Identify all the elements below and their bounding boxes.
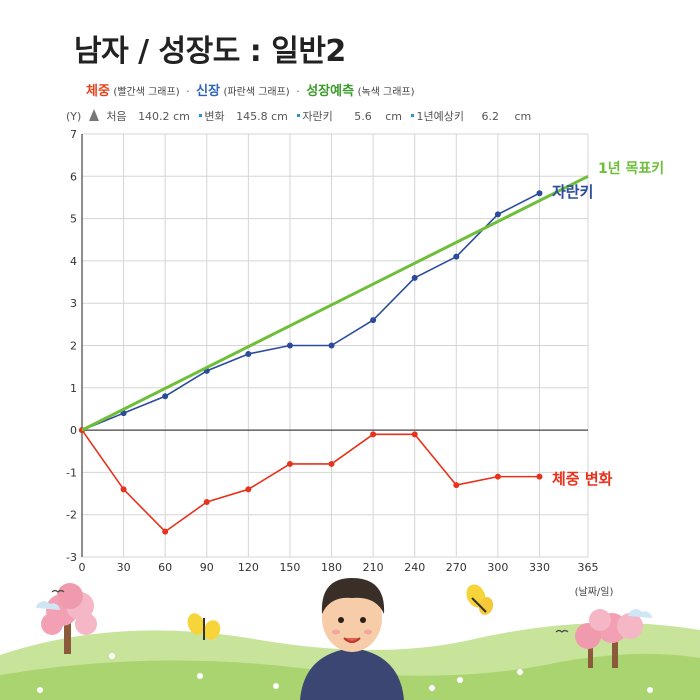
growth-label: 자란키: [302, 110, 333, 123]
up-arrow-icon: [88, 109, 99, 121]
bullet-icon: [297, 114, 301, 117]
data-point: [494, 473, 501, 480]
series-label: 자란키: [552, 183, 593, 201]
legend-weight-sub: (빨간색 그래프): [113, 87, 180, 98]
y-tick-label: 7: [70, 128, 77, 141]
data-point: [162, 528, 169, 535]
data-point: [536, 190, 543, 197]
legend-weight-label: 체중: [86, 84, 110, 99]
data-point: [286, 460, 293, 467]
y-tick-label: 0: [70, 424, 77, 437]
page-title: 남자 / 성장도 : 일반2: [74, 34, 346, 69]
y-tick-label: 2: [70, 340, 77, 353]
data-point: [286, 342, 293, 349]
start-label: 처음: [106, 110, 127, 123]
x-tick-label: 300: [487, 561, 508, 574]
x-tick-label: 90: [200, 561, 214, 574]
series-line-0: [81, 192, 540, 431]
data-point: [370, 431, 377, 438]
y-tick-label: -3: [66, 551, 77, 564]
butterfly-icon: [466, 584, 494, 615]
series-label: 체중 변화: [552, 470, 613, 488]
data-point: [453, 482, 460, 489]
data-point: [328, 460, 335, 467]
legend-height-sub: (파란색 그래프): [223, 87, 290, 98]
series-line-2: [81, 174, 589, 432]
x-tick-label: 330: [529, 561, 550, 574]
start-value: 140.2: [138, 110, 170, 123]
legend-goal-label: 성장예측: [306, 84, 355, 99]
y-tick-label: -1: [66, 466, 77, 479]
x-tick-label: 270: [446, 561, 467, 574]
data-point: [328, 342, 335, 349]
y-tick-label: 6: [70, 170, 77, 183]
start-unit: cm: [173, 110, 190, 123]
data-point: [203, 499, 210, 506]
change-unit: cm: [271, 110, 288, 123]
legend-separator: ·: [186, 85, 190, 98]
data-point: [245, 486, 252, 493]
bird-icon: [555, 629, 569, 633]
cloud-icon: [36, 601, 60, 610]
boy-character-icon: [300, 578, 404, 700]
x-tick-label: 0: [79, 561, 86, 574]
y-tick-label: -2: [66, 509, 77, 522]
data-point: [536, 473, 543, 480]
change-label: 변화: [204, 110, 225, 123]
predict-unit: cm: [514, 110, 532, 123]
y-tick-label: 4: [70, 255, 77, 268]
left-cherry-tree-icon: [41, 583, 97, 654]
predict-value: 6.2: [481, 110, 499, 123]
cloud-icon: [628, 609, 652, 618]
data-point: [162, 393, 169, 400]
data-point: [494, 211, 501, 218]
butterfly-icon: [187, 613, 221, 640]
legend-goal-sub: (녹색 그래프): [357, 87, 415, 98]
data-point: [120, 486, 127, 493]
x-tick-label: 210: [363, 561, 384, 574]
x-tick-label: 30: [117, 561, 131, 574]
series-label: 1년 목표키: [598, 161, 664, 177]
x-tick-label: 60: [158, 561, 172, 574]
growth-unit: cm: [385, 110, 402, 123]
y-tick-label: 1: [70, 382, 77, 395]
legend-height-label: 신장: [196, 84, 221, 99]
bullet-icon: [411, 114, 415, 117]
data-point: [120, 410, 127, 417]
series-line-1: [81, 429, 540, 533]
x-tick-label: 180: [321, 561, 342, 574]
legend-separator: ·: [296, 85, 300, 98]
x-tick-label: 365: [578, 561, 599, 574]
x-tick-label: 240: [404, 561, 425, 574]
info-bar: (Y) 처음 140.2 cm 변화 145.8 cm 자란키 5.6 cm 1…: [66, 108, 531, 124]
data-point: [411, 431, 418, 438]
growth-value: 5.6: [354, 110, 372, 123]
x-unit-label: (날짜/일): [575, 586, 614, 598]
x-tick-label: 120: [238, 561, 259, 574]
y-tick-label: 5: [70, 213, 77, 226]
x-tick-label: 150: [279, 561, 300, 574]
change-value: 145.8: [236, 110, 268, 123]
legend: 체중 (빨간색 그래프) · 신장 (파란색 그래프) · 성장예측 (녹색 그…: [86, 80, 415, 99]
bird-icon: [51, 589, 65, 593]
y-tick-label: 3: [70, 297, 77, 310]
y-axis-marker: (Y): [66, 110, 82, 123]
right-cherry-tree-icon: [575, 609, 643, 668]
data-point: [245, 350, 252, 357]
predict-label: 1년예상키: [416, 110, 464, 123]
data-point: [411, 274, 418, 281]
data-point: [370, 317, 377, 324]
bullet-icon: [199, 114, 203, 117]
data-point: [453, 253, 460, 260]
